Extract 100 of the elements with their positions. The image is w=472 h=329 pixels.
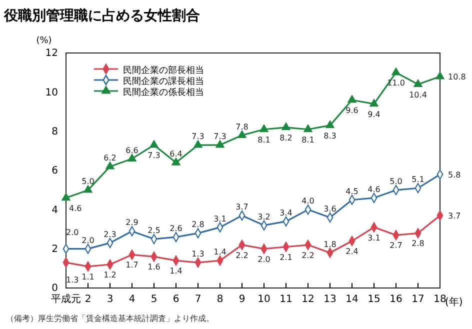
data-label: 9.6 [346,106,358,115]
x-tick-label: 平成元 [51,293,81,306]
data-label: 7.8 [236,122,248,132]
data-label: 2.4 [346,247,358,256]
point [282,122,290,130]
data-label: 4.6 [69,204,82,213]
data-label: 1.7 [126,260,138,270]
point [348,95,356,103]
y-tick-label: 6 [52,166,58,177]
data-label: 1.4 [170,266,182,276]
data-label: 7.3 [214,132,226,142]
point [84,185,92,193]
point [172,158,180,166]
data-label: 2.2 [236,250,248,260]
data-label: 2.5 [148,226,160,236]
x-tick-label: 3 [106,294,114,306]
data-label: 10.4 [409,90,427,100]
data-label: 6.2 [104,154,116,163]
data-label: 8.2 [280,133,292,142]
x-tick-label: 13 [324,294,336,306]
data-label: 5.8 [448,170,461,180]
y-axis-title: (%) [36,36,52,46]
x-tick-label: 2 [84,294,92,306]
x-tick-label: 14 [346,294,358,306]
legend-label: 民間企業の部長相当 [123,65,204,76]
legend-label: 民間企業の課長相当 [123,76,204,87]
data-label: 6.4 [170,150,182,159]
data-label: 1.1 [82,272,94,282]
x-tick-label: 4 [128,294,136,306]
data-label: 1.8 [324,240,336,249]
point [414,79,422,88]
data-label: 5.0 [82,177,94,186]
data-label: 2.8 [192,220,204,230]
chart-title: 役職別管理職に占める女性割合 [3,7,200,24]
x-tick-label: 7 [194,294,202,306]
data-label: 3.7 [448,212,461,221]
x-axis-title: (年) [445,296,463,308]
point [392,68,400,76]
data-label: 3.1 [368,233,380,242]
data-label: 1.6 [148,262,160,272]
point [150,140,158,148]
y-tick-label: 0 [52,283,58,294]
x-tick-label: 9 [238,294,246,306]
data-label: 1.2 [104,270,116,280]
point [106,162,114,170]
x-tick-label: 8 [216,294,224,306]
x-tick-label: 12 [302,294,314,306]
data-label: 1.4 [214,248,226,257]
data-label: 7.3 [148,151,160,160]
data-label: 9.4 [368,110,380,119]
data-label: 3.2 [258,212,270,222]
data-label: 2.1 [280,252,292,262]
data-label: 2.7 [390,241,402,250]
data-label: 2.0 [82,236,94,245]
data-label: 3.4 [280,208,292,218]
x-tick-label: 16 [390,294,402,306]
point [304,124,312,132]
x-tick-label: 15 [368,294,380,306]
data-label: 2.8 [412,239,424,248]
x-tick-label: 17 [412,294,424,306]
point [370,99,378,107]
y-tick-label: 8 [52,126,58,138]
data-label: 1.3 [66,276,79,285]
x-tick-label: 10 [258,294,270,306]
y-tick-label: 12 [45,48,58,60]
data-label: 11.0 [387,78,405,88]
point [260,124,268,132]
x-tick-label: 11 [280,294,292,306]
data-label: 4.6 [368,184,380,194]
data-label: 8.3 [324,131,336,140]
data-label: 2.0 [66,228,79,237]
x-tick-label: 6 [172,294,180,306]
data-label: 2.3 [104,230,116,239]
data-label: 7.3 [192,132,204,142]
point [326,120,334,128]
data-label: 6.6 [126,146,138,155]
data-label: 2.0 [258,254,270,264]
point [238,130,246,138]
data-label: 2.9 [126,218,138,228]
data-label: 4.0 [302,196,314,206]
data-label: 3.7 [236,202,248,212]
data-label: 1.3 [192,250,204,259]
data-label: 4.5 [346,186,358,196]
point [436,72,444,80]
point [62,193,70,201]
data-label: 3.6 [324,204,336,214]
point [216,140,224,148]
legend-label: 民間企業の係長相当 [123,87,204,98]
data-label: 8.1 [258,135,270,144]
y-tick-label: 10 [45,87,58,98]
data-label: 3.1 [214,214,226,224]
point [194,140,202,148]
data-label: 8.1 [302,135,314,144]
x-tick-label: 18 [434,294,446,306]
data-label: 2.2 [302,250,314,260]
data-label: 10.8 [448,72,466,82]
y-tick-label: 2 [52,244,58,256]
data-label: 5.0 [390,177,402,186]
x-tick-label: 5 [150,294,158,306]
data-label: 2.6 [170,224,182,234]
